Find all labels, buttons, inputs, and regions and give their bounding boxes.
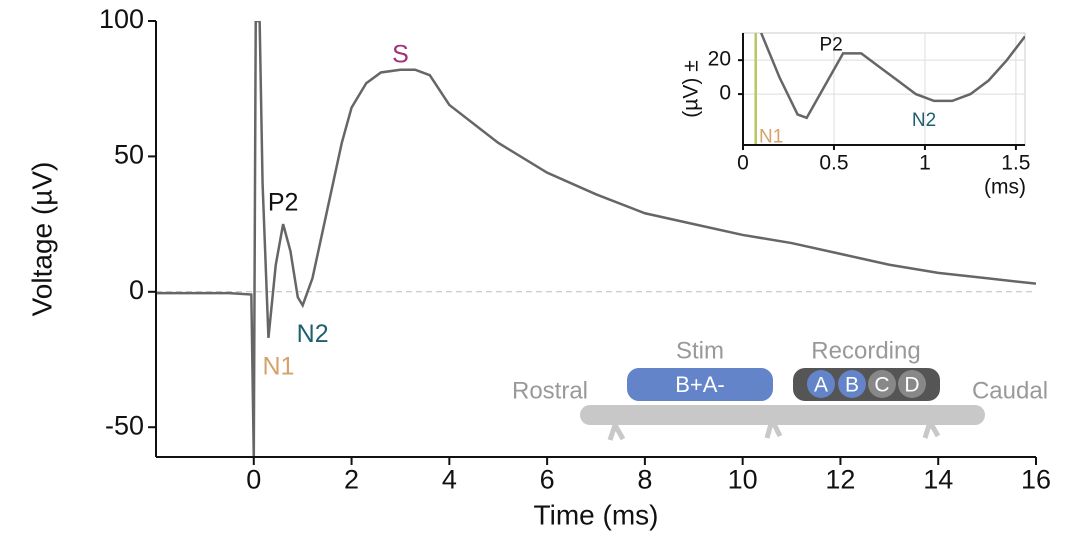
x-axis-label: (ms) bbox=[984, 176, 1026, 199]
annotation: S bbox=[392, 40, 409, 68]
y-axis-label: Voltage (µV) bbox=[26, 162, 57, 317]
x-tick-label: 1.5 bbox=[1001, 151, 1030, 174]
annotation: N2 bbox=[297, 320, 329, 348]
caudal-label: Caudal bbox=[972, 377, 1048, 404]
electrode bbox=[868, 370, 896, 398]
electrode bbox=[898, 370, 926, 398]
y-tick-label: 50 bbox=[114, 140, 144, 170]
diagram: Rostral Caudal Stim B+A- Recording A B C… bbox=[512, 337, 1048, 441]
x-tick-label: 16 bbox=[1021, 464, 1051, 494]
y-tick-label: -50 bbox=[105, 410, 144, 440]
stim-electrode-label: B+A- bbox=[675, 372, 725, 397]
electrode-label: A bbox=[814, 374, 828, 397]
x-axis-label: Time (ms) bbox=[534, 499, 659, 530]
electrode-label: D bbox=[904, 374, 919, 397]
y-tick-label: 0 bbox=[129, 275, 144, 305]
y-tick-label: 100 bbox=[99, 4, 144, 34]
x-tick-label: 4 bbox=[442, 464, 457, 494]
electrode-label: C bbox=[874, 374, 889, 397]
nerve-roots bbox=[607, 418, 941, 441]
annotation: N1 bbox=[759, 127, 783, 148]
x-tick-label: 0 bbox=[737, 151, 749, 174]
stim-label: Stim bbox=[676, 337, 724, 364]
x-tick-label: 0.5 bbox=[819, 151, 848, 174]
x-tick-label: 1 bbox=[919, 151, 931, 174]
annotation: N2 bbox=[912, 110, 936, 131]
annotation: P2 bbox=[268, 189, 299, 217]
stim-electrode bbox=[627, 368, 773, 401]
x-tick-label: 2 bbox=[344, 464, 359, 494]
trace bbox=[156, 21, 1036, 457]
rostral-label: Rostral bbox=[512, 377, 588, 404]
x-tick-label: 8 bbox=[637, 464, 652, 494]
y-axis-label: (µV) ± bbox=[680, 60, 703, 117]
x-tick-label: 12 bbox=[825, 464, 855, 494]
recording-label: Recording bbox=[811, 337, 920, 364]
x-tick-label: 0 bbox=[246, 464, 261, 494]
x-tick-label: 6 bbox=[540, 464, 555, 494]
annotation: P2 bbox=[819, 34, 842, 55]
x-tick-label: 10 bbox=[728, 464, 758, 494]
spinal-cord bbox=[580, 405, 985, 425]
electrode-label: B bbox=[845, 374, 859, 397]
y-tick-label: 20 bbox=[708, 48, 731, 71]
electrode bbox=[838, 370, 866, 398]
y-tick-label: 0 bbox=[719, 82, 731, 105]
trace bbox=[760, 33, 1025, 120]
annotation: N1 bbox=[262, 352, 294, 380]
x-tick-label: 14 bbox=[923, 464, 953, 494]
electrode bbox=[807, 370, 835, 398]
